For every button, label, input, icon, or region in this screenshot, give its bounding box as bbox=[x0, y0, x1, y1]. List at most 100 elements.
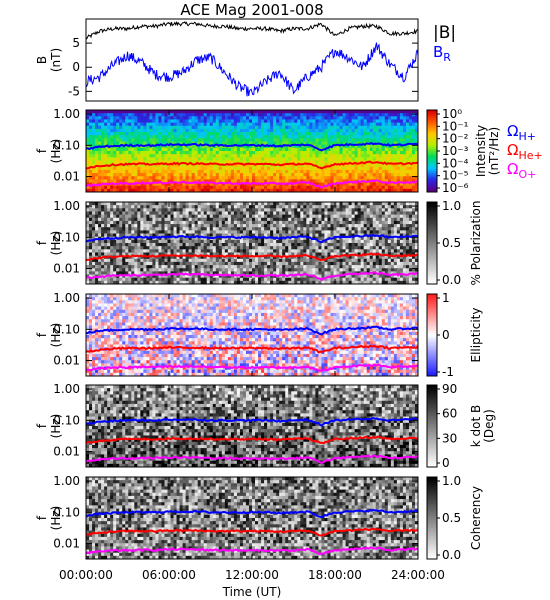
heatmap-cell bbox=[414, 122, 419, 127]
heatmap-cell bbox=[167, 166, 171, 171]
heatmap-cell bbox=[218, 151, 223, 155]
heatmap-cell bbox=[267, 166, 271, 171]
heatmap-cell bbox=[273, 243, 277, 247]
heatmap-cell bbox=[306, 239, 310, 244]
heatmap-cell bbox=[312, 202, 316, 206]
heatmap-cell bbox=[194, 119, 199, 124]
heatmap-cell bbox=[408, 220, 413, 225]
heatmap-cell bbox=[227, 230, 232, 234]
heatmap-cell bbox=[321, 116, 325, 120]
heatmap-cell bbox=[408, 255, 413, 260]
heatmap-cell bbox=[363, 236, 368, 241]
heatmap-cell bbox=[95, 179, 99, 183]
heatmap-cell bbox=[140, 239, 144, 244]
heatmap-cell bbox=[233, 166, 238, 171]
heatmap-cell bbox=[161, 252, 165, 257]
heatmap-cell bbox=[351, 116, 356, 120]
heatmap-cell bbox=[104, 211, 108, 216]
heatmap-cell bbox=[86, 151, 90, 155]
heatmap-cell bbox=[92, 154, 96, 158]
heatmap-cell bbox=[119, 243, 123, 247]
heatmap-cell bbox=[194, 176, 199, 180]
heatmap-cell bbox=[375, 110, 380, 114]
heatmap-cell bbox=[197, 217, 202, 222]
heatmap-cell bbox=[303, 122, 307, 127]
heatmap-cell bbox=[98, 128, 102, 133]
heatmap-cell bbox=[363, 230, 368, 234]
heatmap-cell bbox=[203, 169, 208, 174]
heatmap-cell bbox=[194, 113, 199, 117]
heatmap-cell bbox=[399, 211, 404, 216]
heatmap-cell bbox=[179, 151, 183, 155]
heatmap-cell bbox=[155, 157, 159, 161]
heatmap-cell bbox=[140, 169, 144, 174]
heatmap-cell bbox=[185, 182, 190, 187]
heatmap-cell bbox=[342, 119, 346, 124]
heatmap-cell bbox=[137, 214, 141, 219]
heatmap-cell bbox=[185, 185, 190, 190]
heatmap-cell bbox=[303, 163, 307, 168]
heatmap-cell bbox=[212, 258, 217, 263]
heatmap-cell bbox=[336, 188, 340, 193]
heatmap-cell bbox=[363, 208, 368, 212]
heatmap-cell bbox=[128, 154, 132, 158]
heatmap-cell bbox=[327, 188, 331, 193]
heatmap-cell bbox=[167, 160, 171, 165]
heatmap-cell bbox=[170, 255, 174, 260]
heatmap-cell bbox=[212, 147, 217, 152]
heatmap-cell bbox=[312, 176, 316, 180]
heatmap-cell bbox=[297, 151, 301, 155]
heatmap-cell bbox=[375, 163, 380, 168]
heatmap-cell bbox=[279, 138, 283, 142]
heatmap-cell bbox=[200, 211, 205, 216]
heatmap-cell bbox=[86, 113, 90, 117]
heatmap-cell bbox=[381, 246, 386, 250]
heatmap-cell bbox=[405, 176, 410, 180]
heatmap-cell bbox=[212, 132, 217, 136]
heatmap-cell bbox=[113, 154, 117, 158]
heatmap-cell bbox=[245, 224, 250, 228]
heatmap-cell bbox=[149, 176, 153, 180]
heatmap-cell bbox=[264, 113, 268, 117]
heatmap-cell bbox=[402, 151, 407, 155]
heatmap-cell bbox=[218, 188, 223, 193]
heatmap-cell bbox=[170, 128, 174, 133]
heatmap-cell bbox=[291, 211, 295, 216]
heatmap-cell bbox=[285, 224, 289, 228]
heatmap-cell bbox=[300, 154, 304, 158]
heatmap-cell bbox=[107, 125, 111, 130]
heatmap-cell bbox=[116, 230, 120, 234]
heatmap-cell bbox=[384, 182, 389, 187]
heatmap-cell bbox=[342, 135, 346, 139]
heatmap-cell bbox=[191, 128, 196, 133]
heatmap-cell bbox=[218, 116, 223, 120]
heatmap-cell bbox=[405, 125, 410, 130]
heatmap-cell bbox=[125, 214, 129, 219]
heatmap-cell bbox=[200, 160, 205, 165]
heatmap-cell bbox=[140, 113, 144, 117]
heatmap-cell bbox=[255, 135, 259, 139]
heatmap-cell bbox=[104, 188, 108, 193]
heatmap-cell bbox=[363, 157, 368, 161]
heatmap-cell bbox=[239, 227, 244, 231]
heatmap-cell bbox=[288, 173, 292, 177]
heatmap-cell bbox=[95, 166, 99, 171]
heatmap-cell bbox=[224, 255, 229, 260]
heatmap-cell bbox=[330, 239, 334, 244]
heatmap-cell bbox=[128, 246, 132, 250]
heatmap-cell bbox=[95, 173, 99, 177]
heatmap-cell bbox=[279, 217, 283, 222]
heatmap-cell bbox=[230, 246, 235, 250]
heatmap-cell bbox=[230, 211, 235, 216]
heatmap-cell bbox=[402, 144, 407, 149]
heatmap-cell bbox=[161, 138, 165, 142]
heatmap-cell bbox=[146, 211, 150, 216]
heatmap-cell bbox=[119, 252, 123, 257]
heatmap-cell bbox=[137, 208, 141, 212]
heatmap-cell bbox=[273, 233, 277, 238]
heatmap-cell bbox=[209, 233, 214, 238]
heatmap-cell bbox=[285, 202, 289, 206]
heatmap-cell bbox=[348, 151, 352, 155]
heatmap-cell bbox=[339, 138, 343, 142]
heatmap-cell bbox=[366, 119, 371, 124]
